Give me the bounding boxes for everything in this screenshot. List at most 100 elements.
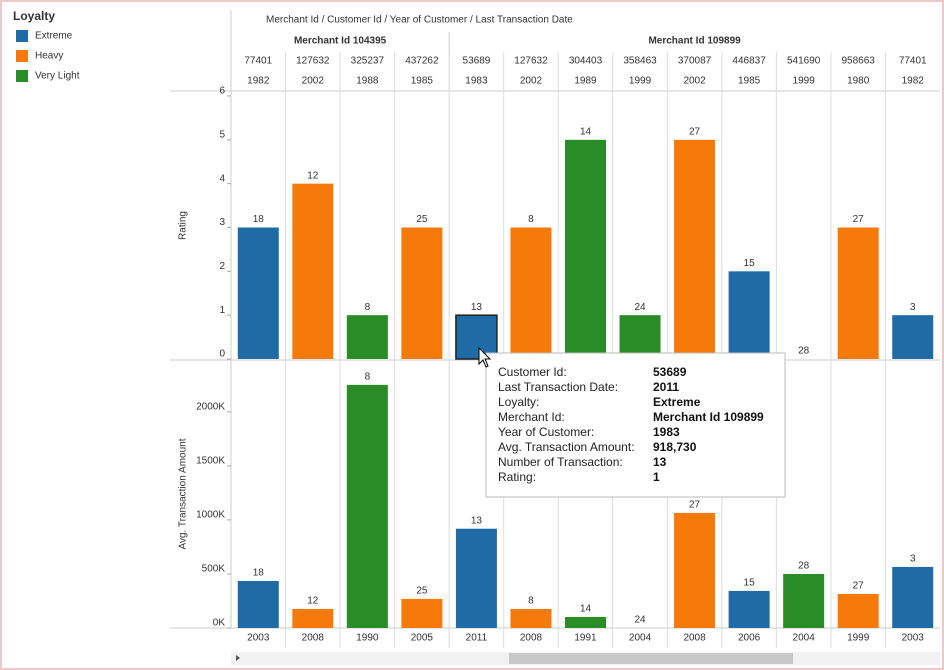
customer-id: 53689 bbox=[463, 56, 491, 67]
x-tick-label: 1991 bbox=[574, 633, 597, 644]
y-tick-label: 4 bbox=[219, 173, 225, 184]
bar-label: 28 bbox=[798, 561, 810, 572]
bar-label: 18 bbox=[253, 568, 265, 579]
bar-label: 3 bbox=[910, 302, 916, 313]
x-tick-label: 2003 bbox=[247, 633, 270, 644]
x-tick-label: 2008 bbox=[520, 633, 543, 644]
bar bbox=[619, 315, 661, 359]
bar bbox=[565, 616, 606, 628]
x-tick-label: 2006 bbox=[738, 633, 761, 644]
bar bbox=[892, 315, 934, 359]
customer-id: 127632 bbox=[514, 56, 548, 67]
customer-year: 1999 bbox=[793, 76, 816, 87]
customer-id: 446837 bbox=[732, 56, 766, 67]
header: Merchant Id / Customer Id / Year of Cust… bbox=[266, 15, 573, 26]
y-tick-label: 0K bbox=[213, 618, 226, 629]
y-tick-label: 2 bbox=[219, 261, 225, 272]
bar-label: 25 bbox=[416, 214, 428, 225]
bar-label: 25 bbox=[416, 586, 428, 597]
legend-swatch bbox=[16, 30, 28, 42]
customer-id: 437262 bbox=[405, 56, 439, 67]
x-tick-label: 2004 bbox=[793, 633, 816, 644]
bar bbox=[728, 590, 770, 628]
customer-id: 77401 bbox=[244, 56, 272, 67]
customer-id: 127632 bbox=[296, 56, 330, 67]
tooltip-label: Last Transaction Date: bbox=[498, 380, 618, 394]
x-tick-label: 2005 bbox=[411, 633, 434, 644]
tooltip-value: Extreme bbox=[653, 395, 701, 409]
legend-label: Very Light bbox=[35, 71, 80, 82]
tooltip-label: Merchant Id: bbox=[498, 410, 565, 424]
scrollbar-thumb[interactable] bbox=[509, 653, 793, 664]
legend-swatch bbox=[16, 70, 28, 82]
bar bbox=[455, 528, 497, 628]
customer-year: 1982 bbox=[902, 76, 925, 87]
bar-label: 8 bbox=[365, 302, 371, 313]
bar-label: 12 bbox=[307, 170, 319, 181]
bar bbox=[837, 227, 879, 359]
customer-year: 2002 bbox=[520, 76, 543, 87]
bar-label: 12 bbox=[307, 596, 319, 607]
x-tick-label: 1990 bbox=[356, 633, 379, 644]
bar bbox=[292, 608, 334, 628]
tooltip-label: Year of Customer: bbox=[498, 425, 594, 439]
y-axis-title: Rating bbox=[178, 211, 189, 240]
bar-label: 14 bbox=[580, 604, 592, 615]
customer-id: 958663 bbox=[842, 56, 876, 67]
customer-id: 370087 bbox=[678, 56, 712, 67]
y-tick-label: 2000K bbox=[196, 402, 225, 413]
bar-label: 27 bbox=[689, 500, 701, 511]
x-tick-label: 2008 bbox=[683, 633, 706, 644]
customer-year: 1982 bbox=[247, 76, 270, 87]
x-tick-label: 2011 bbox=[466, 633, 488, 644]
bar-label: 15 bbox=[744, 578, 756, 589]
customer-year: 1985 bbox=[738, 76, 761, 87]
customer-id: 325237 bbox=[351, 56, 385, 67]
customer-year: 1988 bbox=[356, 76, 379, 87]
x-tick-label: 2008 bbox=[302, 633, 325, 644]
tooltip-value: 1 bbox=[653, 470, 660, 484]
bar bbox=[401, 598, 443, 628]
tooltip-box bbox=[485, 352, 786, 498]
bar-label: 24 bbox=[634, 302, 646, 313]
tooltip-label: Customer Id: bbox=[498, 365, 567, 379]
y-tick-label: 5 bbox=[219, 129, 225, 140]
customer-year: 1989 bbox=[574, 76, 597, 87]
y-tick-label: 0 bbox=[219, 349, 225, 360]
bar bbox=[455, 314, 498, 360]
bar bbox=[674, 512, 716, 628]
customer-year: 1980 bbox=[847, 76, 870, 87]
bar bbox=[837, 593, 879, 628]
merchant-header: Merchant Id 104395 bbox=[294, 36, 387, 47]
bar-label: 27 bbox=[853, 581, 865, 592]
bar bbox=[783, 573, 825, 628]
y-tick-label: 1500K bbox=[196, 456, 225, 467]
tooltip-value: 53689 bbox=[653, 365, 687, 379]
bar bbox=[728, 271, 770, 359]
customer-id: 304403 bbox=[569, 56, 603, 67]
tooltip-value: 13 bbox=[653, 455, 667, 469]
bar-label: 8 bbox=[528, 596, 534, 607]
tooltip-value: 2011 bbox=[653, 380, 679, 394]
y-tick-label: 1000K bbox=[196, 510, 225, 521]
bar-label: 14 bbox=[580, 126, 592, 137]
scroll-left[interactable] bbox=[236, 655, 240, 661]
customer-id: 358463 bbox=[623, 56, 657, 67]
x-tick-label: 2004 bbox=[629, 633, 652, 644]
customer-year: 1985 bbox=[411, 76, 434, 87]
customer-year: 1999 bbox=[629, 76, 652, 87]
tooltip-value: Merchant Id 109899 bbox=[653, 410, 764, 424]
y-axis-title: Avg. Transaction Amount bbox=[178, 438, 189, 549]
x-tick-label: 2003 bbox=[902, 633, 925, 644]
y-tick-label: 1 bbox=[219, 305, 225, 316]
bar-label: 15 bbox=[744, 258, 756, 269]
legend-label: Heavy bbox=[35, 51, 63, 62]
customer-id: 541690 bbox=[787, 56, 821, 67]
y-tick-label: 3 bbox=[219, 217, 225, 228]
bar bbox=[892, 566, 934, 628]
tooltip-label: Number of Transaction: bbox=[498, 455, 623, 469]
merchant-header: Merchant Id 109899 bbox=[648, 36, 741, 47]
bar bbox=[510, 608, 552, 628]
bar bbox=[401, 227, 443, 359]
bar bbox=[565, 139, 606, 359]
